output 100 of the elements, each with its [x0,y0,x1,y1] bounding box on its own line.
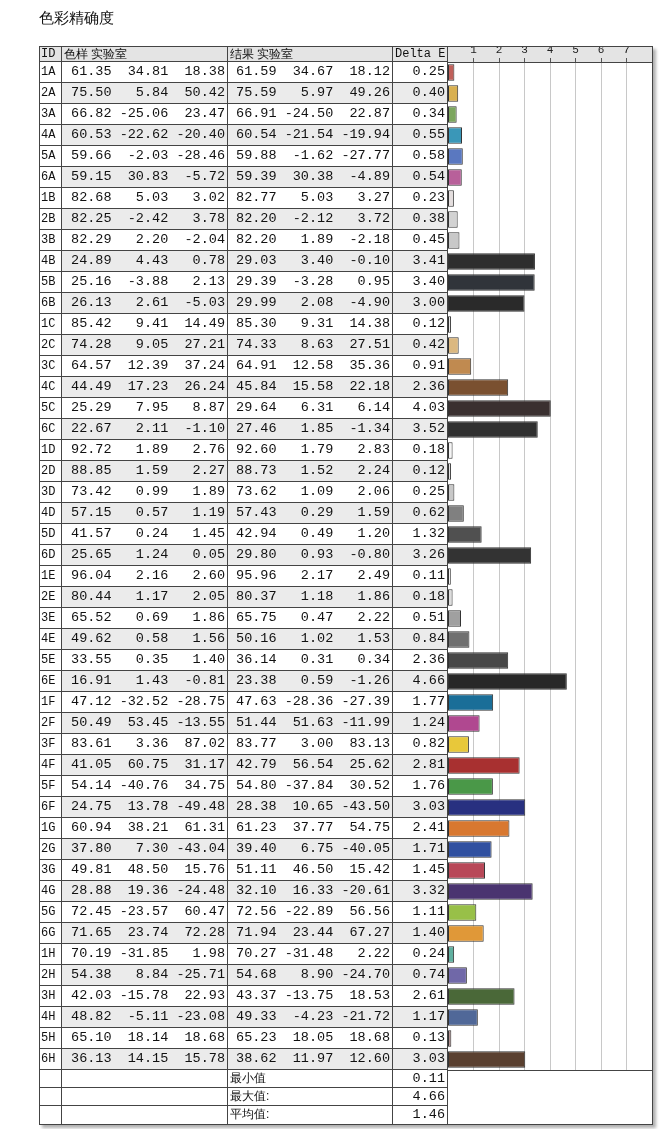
text: 29.99 2.08 -4.90 [228,293,393,313]
text: 47.63 -28.36 -27.39 [228,692,393,712]
y-tick-label: 3D [40,482,62,502]
data-label: 0.25 [393,62,448,82]
y-tick-label: 2G [40,839,62,859]
text: 88.85 1.59 2.27 [62,461,228,481]
data-label: 1.76 [393,776,448,796]
data-label: 3.26 [393,545,448,565]
data-label: 0.12 [393,314,448,334]
y-tick-label: 5A [40,146,62,166]
data-label: 3.40 [393,272,448,292]
text: 色彩精确度 [39,8,115,28]
text: 82.29 2.20 -2.04 [62,230,228,250]
text: 33.55 0.35 1.40 [62,650,228,670]
text: 61.23 37.77 54.75 [228,818,393,838]
data-label: 0.55 [393,125,448,145]
data-label: 2.81 [393,755,448,775]
data-label: 0.62 [393,503,448,523]
text: 42.03 -15.78 22.93 [62,986,228,1006]
text: 36.14 0.31 0.34 [228,650,393,670]
text: 29.64 6.31 6.14 [228,398,393,418]
text: 37.80 7.30 -43.04 [62,839,228,859]
text: 51.11 46.50 15.42 [228,860,393,880]
text: 73.42 0.99 1.89 [62,482,228,502]
data-label: 0.12 [393,461,448,481]
text: 54.14 -40.76 34.75 [62,776,228,796]
text: 25.65 1.24 0.05 [62,545,228,565]
text: 59.66 -2.03 -28.46 [62,146,228,166]
text: 82.25 -2.42 3.78 [62,209,228,229]
y-tick-label: 1D [40,440,62,460]
y-tick-label: 4H [40,1007,62,1027]
text: 80.37 1.18 1.86 [228,587,393,607]
text: 41.57 0.24 1.45 [62,524,228,544]
text: 66.82 -25.06 23.47 [62,104,228,124]
text: 71.65 23.74 72.28 [62,923,228,943]
y-tick-label: 5E [40,650,62,670]
y-tick-label: 2F [40,713,62,733]
text: 83.77 3.00 83.13 [228,734,393,754]
x-axis-title: Delta E [393,47,448,61]
text: 最大值: [228,1088,393,1105]
data-label: 0.91 [393,356,448,376]
y-tick-label: 5D [40,524,62,544]
x2-tick-label: 4 [546,44,554,57]
y-tick-label: 1F [40,692,62,712]
text: 54.80 -37.84 30.52 [228,776,393,796]
text: 27.46 1.85 -1.34 [228,419,393,439]
text: 48.82 -5.11 -23.08 [62,1007,228,1027]
y-tick-label: 6G [40,923,62,943]
y-tick-label: 6E [40,671,62,691]
y-tick-label: 1A [40,62,62,82]
y-tick-label: 3F [40,734,62,754]
text: 24.75 13.78 -49.48 [62,797,228,817]
bar [448,547,532,564]
text: 50.49 53.45 -13.55 [62,713,228,733]
y-tick-label: 4A [40,125,62,145]
text: 88.73 1.52 2.24 [228,461,393,481]
text: 49.62 0.58 1.56 [62,629,228,649]
y-tick-label: 5H [40,1028,62,1048]
text: 最小值 [228,1070,393,1087]
y-tick-label: 2B [40,209,62,229]
y-tick-label: 1E [40,566,62,586]
text: 65.23 18.05 18.68 [228,1028,393,1048]
y-tick-label: 2A [40,83,62,103]
data-label: 3.00 [393,293,448,313]
y-tick-label: 6D [40,545,62,565]
y-tick-label: 3G [40,860,62,880]
data-label: 4.03 [393,398,448,418]
text: 95.96 2.17 2.49 [228,566,393,586]
text: 49.33 -4.23 -21.72 [228,1007,393,1027]
data-label: 0.13 [393,1028,448,1048]
text: 74.33 8.63 27.51 [228,335,393,355]
data-label: 0.45 [393,230,448,250]
x2-tick-label: 7 [623,44,630,57]
text: 49.81 48.50 15.76 [62,860,228,880]
text: 61.35 34.81 18.38 [62,62,228,82]
data-label: 0.18 [393,587,448,607]
text: 25.16 -3.88 2.13 [62,272,228,292]
data-label: 1.71 [393,839,448,859]
text: 59.15 30.83 -5.72 [62,167,228,187]
y-tick-label: 1B [40,188,62,208]
text: 85.42 9.41 14.49 [62,314,228,334]
data-label: 0.54 [393,167,448,187]
y-tick-label: 5G [40,902,62,922]
data-label: 0.82 [393,734,448,754]
text: 50.16 1.02 1.53 [228,629,393,649]
text: 82.68 5.03 3.02 [62,188,228,208]
text: 42.94 0.49 1.20 [228,524,393,544]
y-tick-label: 3B [40,230,62,250]
y-tick-label: 1H [40,944,62,964]
data-label: 0.38 [393,209,448,229]
text: 64.91 12.58 35.36 [228,356,393,376]
y-tick-label: 1C [40,314,62,334]
data-label: 3.32 [393,881,448,901]
text: 25.29 7.95 8.87 [62,398,228,418]
text: 42.79 56.54 25.62 [228,755,393,775]
y-tick-label: 4C [40,377,62,397]
text: 70.27 -31.48 2.22 [228,944,393,964]
text: 45.84 15.58 22.18 [228,377,393,397]
data-label: 0.84 [393,629,448,649]
y-tick-label: 6C [40,419,62,439]
